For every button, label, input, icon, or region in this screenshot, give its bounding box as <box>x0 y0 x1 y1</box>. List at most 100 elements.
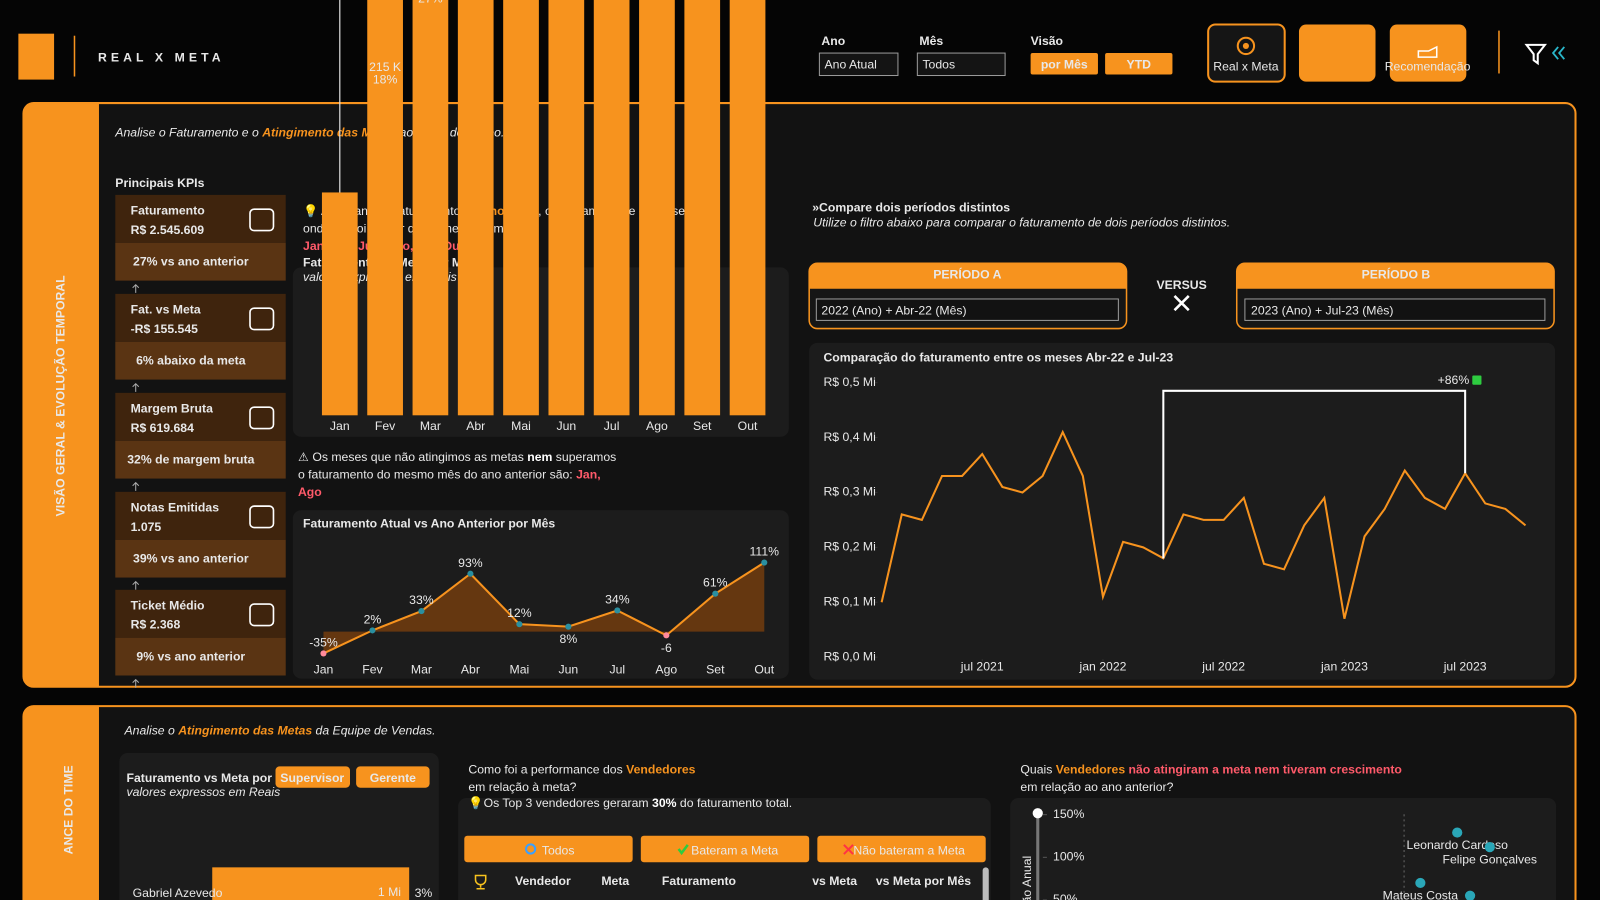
toggle-button[interactable] <box>275 766 350 788</box>
section-title: VISÃO GERAL & EVOLUÇÃO TEMPORAL <box>52 275 67 517</box>
period-dropdown[interactable] <box>815 298 1119 321</box>
point <box>1415 877 1426 889</box>
section-intro-part: da Equipe de Vendas. <box>312 724 435 738</box>
kpi-card <box>115 392 286 441</box>
collapse-icon[interactable] <box>1551 46 1565 60</box>
scrollbar[interactable] <box>982 867 989 900</box>
question-part: Quais <box>1020 763 1055 777</box>
kpi-value: R$ 2.545.609 <box>131 223 205 237</box>
question: em relação ao ano anterior? <box>1020 780 1173 794</box>
point <box>1452 827 1463 838</box>
tab[interactable] <box>817 835 986 863</box>
chart-title: Comparação do faturamento entre os meses… <box>823 350 1173 364</box>
point-label: Leonardo Cardoso <box>1407 838 1509 852</box>
kpi-note: 32% de margem bruta <box>127 452 254 466</box>
section-intro-part: Atingimento das Metas <box>261 126 396 140</box>
x-tick-label: Out <box>754 663 774 677</box>
filter-value: Ano Atual <box>824 58 876 72</box>
compare-subtitle: Utilize o filtro abaixo para comparar o … <box>813 216 1230 230</box>
filter-box[interactable] <box>818 52 899 77</box>
point <box>1484 841 1495 853</box>
tab[interactable] <box>640 835 810 863</box>
period-header <box>1236 263 1555 289</box>
x-tick-label: Mar <box>411 663 432 677</box>
value-label: 215 K <box>369 60 402 74</box>
kpi-icon <box>249 406 275 430</box>
insight: o faturamento do mesmo mês do ano anteri… <box>298 468 601 482</box>
bar <box>212 867 410 900</box>
view-button[interactable] <box>1105 53 1173 75</box>
x-tick-label: Jun <box>556 419 576 433</box>
value-label: 8% <box>560 632 578 646</box>
section-intro-part: Analise o <box>123 724 178 738</box>
x-tick-label: Jan <box>314 663 334 677</box>
table-header: vs Meta por Mês <box>876 874 971 888</box>
question: Como foi a performance dos Vendedores <box>468 763 695 777</box>
annotation-check <box>1472 375 1482 385</box>
section-title: ANCE DO TIME <box>62 765 76 854</box>
kpi-value: R$ 619.684 <box>131 421 194 435</box>
line <box>323 561 765 655</box>
period-value: 2022 (Ano) + Abr-22 (Mês) <box>821 303 966 317</box>
nav-icon <box>1242 42 1249 49</box>
point <box>1464 890 1476 900</box>
section-strip <box>23 706 99 900</box>
value-label: -35% <box>309 635 338 649</box>
point <box>614 607 621 614</box>
slider-handle[interactable] <box>1032 808 1043 819</box>
period-header <box>809 263 1127 289</box>
point <box>663 632 670 639</box>
period-dropdown[interactable] <box>1244 298 1546 321</box>
chart-panel <box>809 342 1556 680</box>
insight-part: ⚠ Os meses que não atingimos as metas <box>298 450 527 464</box>
x-tick-label: Ago <box>646 419 668 433</box>
kpi-value: R$ 2.368 <box>131 618 181 632</box>
kpi-icon <box>249 505 275 529</box>
view-button[interactable] <box>1030 53 1098 75</box>
kpi-card <box>115 491 286 540</box>
nav-button[interactable] <box>1389 24 1467 82</box>
kpi-arrow <box>132 580 140 590</box>
section-intro: Analise o Atingimento das Metas da Equip… <box>123 724 435 738</box>
tab-label: Não bateram a Meta <box>853 843 965 857</box>
x-tick-label: jul 2023 <box>1443 660 1487 674</box>
bar <box>503 0 539 416</box>
toggle-button[interactable] <box>356 766 430 788</box>
x-tick-label: jan 2023 <box>1320 660 1368 674</box>
question-part: Como foi a performance dos <box>468 763 626 777</box>
section-intro-part: Atingimento das Metas <box>177 724 312 738</box>
point <box>761 559 768 566</box>
point <box>565 623 572 630</box>
nav-button[interactable] <box>1298 24 1376 82</box>
x-tick-label: Set <box>706 663 725 677</box>
x-tick-label: jul 2021 <box>960 660 1004 674</box>
question-part: em relação à meta? <box>468 780 576 794</box>
bar <box>684 0 721 416</box>
y-tick-label: R$ 0,0 Mi <box>823 649 875 663</box>
question-part: Vendedores <box>1056 763 1126 777</box>
insight-part: Jan, <box>576 468 600 482</box>
y-tick-label: 50% <box>1053 892 1078 900</box>
view-option: por Mês <box>1041 58 1088 72</box>
versus-label: VERSUS <box>1156 278 1206 292</box>
question-part: em relação ao ano anterior? <box>1020 780 1173 794</box>
tab[interactable] <box>464 835 633 863</box>
filter-icon[interactable] <box>1524 43 1547 66</box>
kpi-label: Faturamento <box>131 203 205 217</box>
kpi-band <box>115 341 286 380</box>
bar <box>639 0 675 416</box>
kpi-icon <box>249 307 275 331</box>
kpi-note: 6% abaixo da meta <box>136 353 246 367</box>
tab-icon <box>677 844 689 856</box>
kpi-label: Fat. vs Meta <box>131 302 201 316</box>
kpi-value: 1.075 <box>131 520 162 534</box>
insight: ⚠ Os meses que não atingimos as metas ne… <box>298 450 616 464</box>
nav-label: Recomendação <box>1385 60 1471 74</box>
nav-icon <box>1236 36 1256 56</box>
x-tick-label: Mar <box>420 419 441 433</box>
filter-box[interactable] <box>916 52 1006 77</box>
trophy-icon <box>474 874 487 890</box>
view-label: Visão <box>1031 34 1063 48</box>
bar <box>321 192 358 416</box>
x-tick-label: Jun <box>559 663 579 677</box>
